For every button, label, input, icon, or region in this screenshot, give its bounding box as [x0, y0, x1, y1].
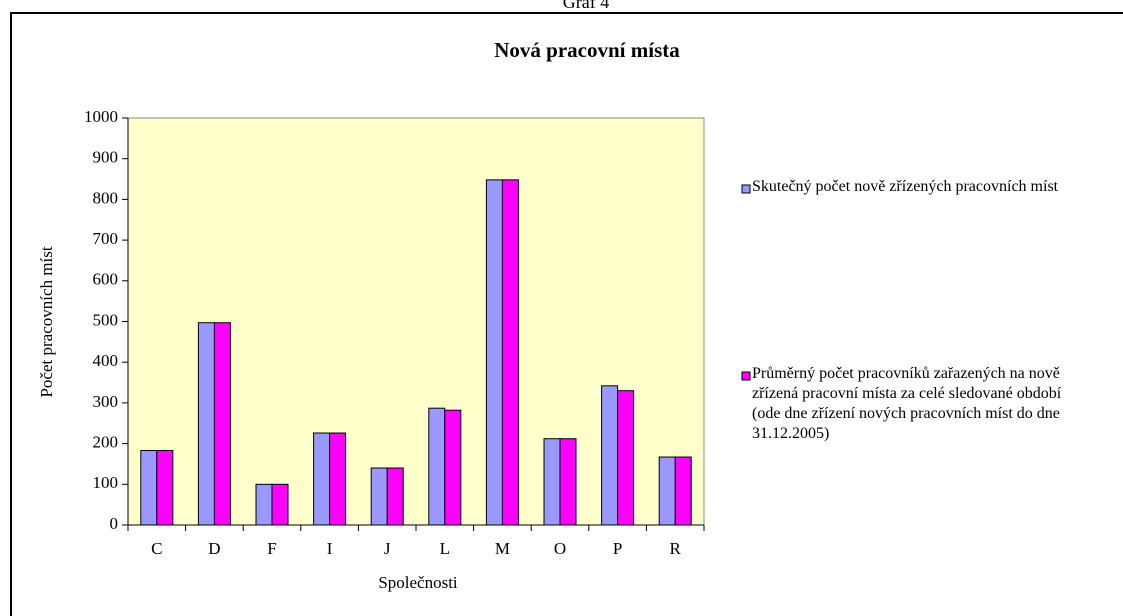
x-tick-label: J [384, 539, 391, 558]
caption: Graf 4 [563, 0, 609, 12]
y-tick-label: 700 [93, 229, 119, 248]
bar [428, 407, 446, 526]
bar [444, 409, 462, 526]
y-axis-label: Počet pracovních míst [37, 246, 56, 397]
legend-swatch [741, 371, 751, 381]
bar [658, 456, 676, 526]
x-axis-label: Společnosti [378, 573, 458, 592]
y-tick-label: 1000 [84, 107, 118, 126]
y-tick-label: 500 [93, 310, 119, 329]
y-tick-label: 800 [93, 188, 119, 207]
x-tick-label: L [440, 539, 450, 558]
x-tick-label: M [495, 539, 510, 558]
bar [313, 432, 331, 526]
bar [601, 385, 619, 526]
bar [271, 483, 289, 526]
bar [559, 438, 577, 526]
bar [674, 456, 692, 526]
bar [370, 467, 388, 526]
x-tick-label: R [670, 539, 682, 558]
bar [386, 467, 404, 526]
x-tick-label: F [267, 539, 276, 558]
legend-swatch [741, 184, 751, 194]
legend-label: Skutečný počet nově zřízených pracovních… [752, 178, 1059, 195]
x-tick-label: P [613, 539, 622, 558]
bar [140, 450, 158, 526]
bar [543, 438, 561, 526]
x-tick-label: I [327, 539, 333, 558]
bar [617, 390, 635, 526]
bar [213, 322, 231, 526]
bar [329, 432, 347, 526]
y-tick-label: 300 [93, 392, 119, 411]
y-tick-label: 900 [93, 148, 119, 167]
bar [501, 179, 519, 526]
x-tick-label: D [208, 539, 220, 558]
y-tick-label: 0 [110, 514, 119, 533]
y-tick-label: 400 [93, 351, 119, 370]
y-tick-label: 100 [93, 473, 119, 492]
bar [197, 322, 215, 526]
x-tick-label: O [554, 539, 566, 558]
bar [485, 179, 503, 526]
bar [255, 483, 273, 526]
y-tick-label: 600 [93, 270, 119, 289]
y-tick-label: 200 [93, 433, 119, 452]
bar [156, 450, 174, 526]
legend-label: Průměrný počet pracovníků zařazených na … [752, 365, 1062, 442]
x-tick-label: C [151, 539, 162, 558]
chart-title: Nová pracovní místa [494, 38, 680, 62]
